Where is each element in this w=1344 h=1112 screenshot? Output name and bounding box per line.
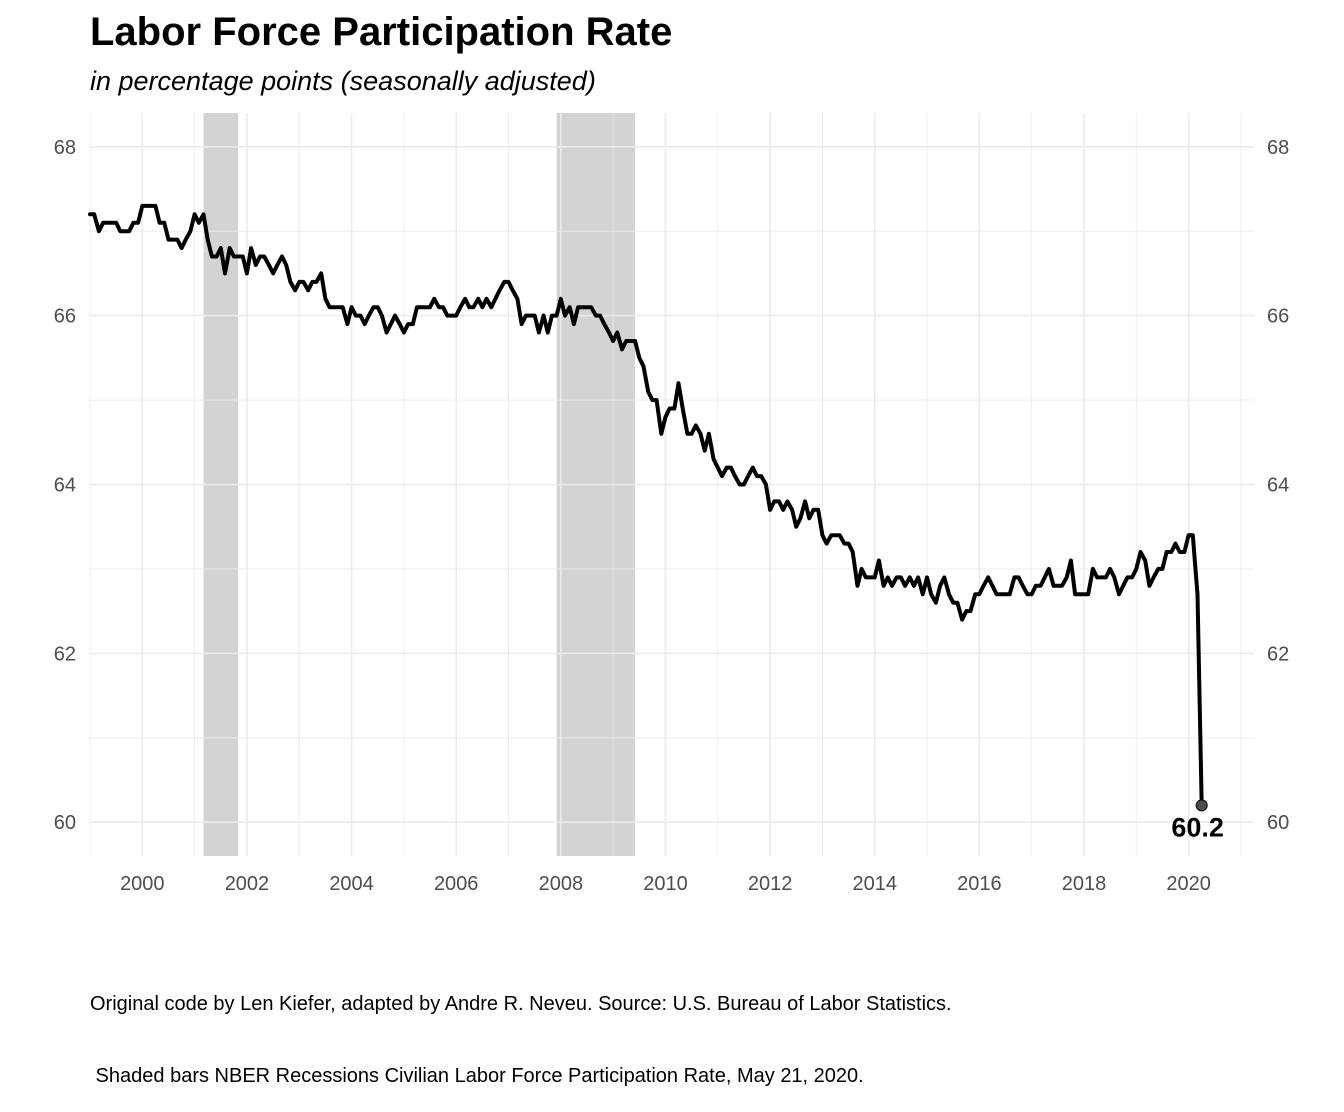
x-tick-label: 2016 [957, 873, 1002, 895]
y-tick-label-left: 66 [54, 306, 76, 328]
series-line [88, 203, 1204, 808]
y-tick-label-right: 64 [1267, 475, 1289, 497]
y-tick-label-left: 64 [54, 475, 76, 497]
x-tick-label: 2020 [1166, 873, 1211, 895]
end-point [1195, 799, 1208, 812]
chart-title: Labor Force Participation Rate [90, 10, 673, 54]
caption-line: Original code by Len Kiefer, adapted by … [90, 993, 952, 1015]
x-tick-label: 2008 [539, 873, 584, 895]
chart-subtitle: in percentage points (seasonally adjuste… [90, 66, 596, 96]
series-layer [88, 203, 1204, 808]
chart-caption: Original code by Len Kiefer, adapted by … [90, 944, 952, 1112]
x-tick-label: 2004 [329, 873, 374, 895]
caption-line: Shaded bars NBER Recessions Civilian Lab… [90, 1065, 864, 1087]
y-tick-label-left: 62 [54, 643, 76, 665]
y-tick-label-right: 62 [1267, 643, 1289, 665]
x-tick-label: 2012 [748, 873, 793, 895]
x-tick-label: 2006 [434, 873, 479, 895]
y-tick-label-right: 68 [1267, 137, 1289, 159]
x-tick-label: 2018 [1062, 873, 1107, 895]
line-chart: 2000 2002 2004 2006 2008 2010 2012 2014 2016 2018… [54, 113, 1290, 895]
x-tick-label: 2010 [643, 873, 688, 895]
tick-labels: 2000 2002 2004 2006 2008 2010 2012 2014 2016 2018… [54, 137, 1290, 895]
end-value-label: 60.2 [1171, 812, 1224, 842]
annotations: 60.2 [1171, 799, 1224, 842]
x-tick-label: 2014 [852, 873, 897, 895]
y-tick-label-right: 60 [1267, 812, 1289, 834]
y-tick-label-right: 66 [1267, 306, 1289, 328]
x-tick-label: 2002 [225, 873, 270, 895]
y-tick-label-left: 68 [54, 137, 76, 159]
gridlines [89, 113, 1254, 856]
y-tick-label-left: 60 [54, 812, 76, 834]
x-tick-label: 2000 [120, 873, 165, 895]
